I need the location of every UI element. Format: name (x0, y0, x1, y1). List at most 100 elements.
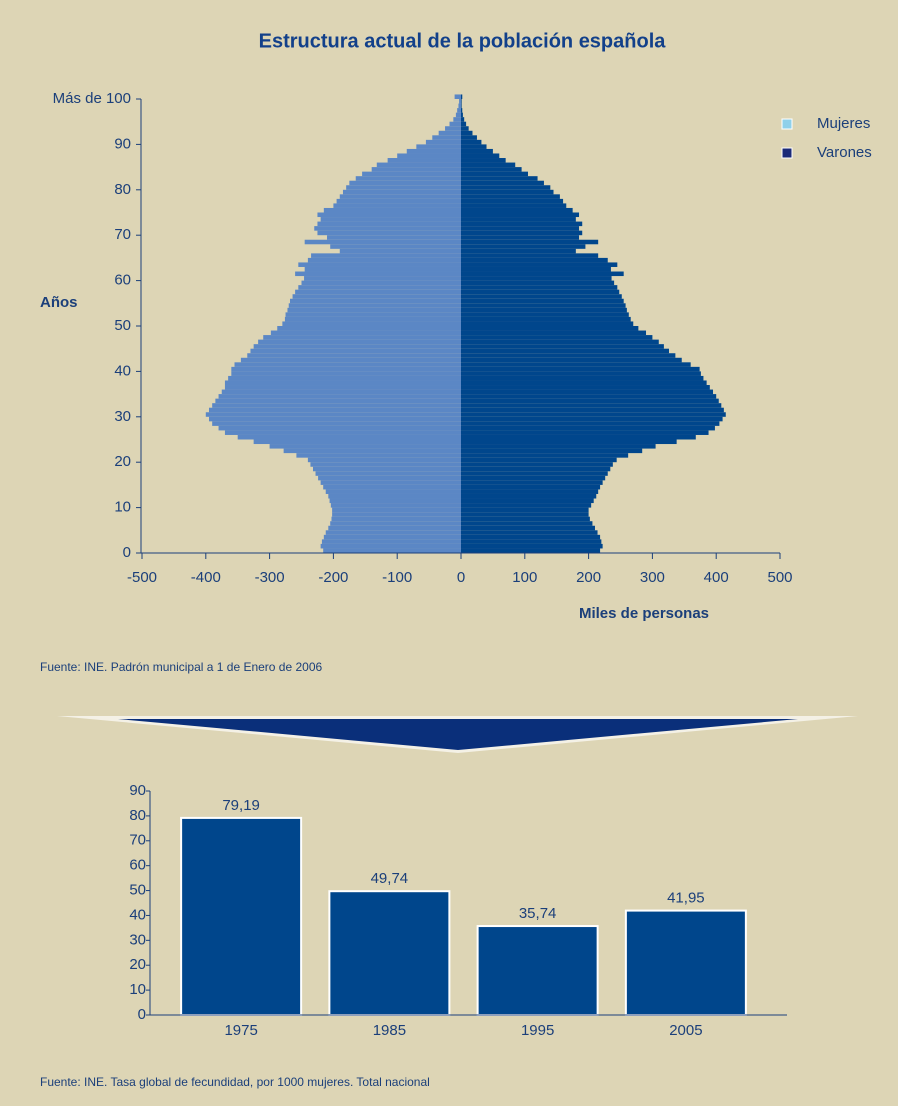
value-label: 41,95 (667, 890, 705, 907)
bar (328, 493, 461, 499)
bar (253, 439, 461, 445)
bar (461, 217, 576, 222)
bar (461, 321, 634, 326)
bar (461, 412, 726, 417)
bar (461, 244, 586, 249)
bar (218, 425, 461, 431)
bar (461, 248, 576, 254)
bar (458, 103, 461, 109)
y-tick-label: 50 (129, 882, 146, 899)
y-tick-label: 40 (114, 362, 131, 379)
bar (406, 148, 461, 154)
x-tick-label: 500 (767, 569, 792, 586)
bar (416, 144, 461, 149)
bar (461, 516, 590, 522)
bar (461, 489, 599, 494)
y-tick-label: 10 (129, 981, 146, 998)
bar (240, 357, 461, 363)
x-tick-label: -300 (255, 569, 285, 586)
bar (461, 257, 608, 263)
bar (461, 512, 589, 517)
legend-swatch (781, 118, 793, 130)
bar (461, 167, 522, 172)
x-tick-label: -200 (318, 569, 348, 586)
bar (461, 207, 573, 213)
bar (320, 480, 461, 485)
bar (461, 108, 463, 113)
bar (329, 498, 461, 504)
bar (328, 890, 451, 1016)
bar (461, 139, 482, 145)
bar (461, 271, 624, 277)
y-tick-label: 80 (129, 807, 146, 824)
bar (461, 112, 463, 118)
bar (461, 189, 554, 195)
y-tick-label: 60 (114, 272, 131, 289)
bar (461, 525, 595, 531)
bar (461, 194, 560, 199)
bar (298, 285, 461, 290)
bar (250, 348, 461, 354)
bar (461, 462, 613, 467)
bar (282, 321, 461, 326)
bar (461, 498, 594, 504)
value-label: 35,74 (519, 905, 557, 922)
value-label: 49,74 (371, 870, 409, 887)
legend-label: Mujeres (817, 115, 870, 132)
bar (454, 94, 461, 99)
x-tick-label: -500 (127, 569, 157, 586)
bar (461, 180, 544, 186)
bar (290, 298, 461, 304)
bar (461, 344, 664, 349)
bar (457, 108, 461, 113)
y-tick-label: Más de 100 (53, 90, 131, 107)
bar (331, 516, 461, 522)
x-tick-label: 0 (457, 569, 465, 586)
bar (461, 262, 618, 267)
bar (461, 198, 564, 204)
y-tick-label: 90 (129, 782, 146, 799)
bar (376, 162, 461, 168)
bar (288, 303, 461, 308)
bar (325, 489, 461, 494)
x-tick-label: 1985 (373, 1022, 406, 1039)
bar (330, 503, 461, 508)
bar (461, 203, 567, 208)
x-tick-label: -100 (382, 569, 412, 586)
bar (461, 94, 463, 99)
y-tick-label: 50 (114, 317, 131, 334)
bar (270, 330, 461, 336)
bar (253, 344, 461, 349)
bar (461, 385, 710, 390)
bar (461, 503, 592, 508)
bar (461, 126, 469, 131)
bar (461, 312, 629, 317)
bar (231, 366, 461, 372)
bar (205, 412, 461, 417)
bar (269, 444, 461, 449)
y-tick-label: 70 (129, 832, 146, 849)
bar (461, 212, 580, 218)
bar (461, 425, 715, 431)
bar (461, 117, 465, 122)
y-tick-label: 60 (129, 857, 146, 874)
bar (624, 909, 747, 1017)
bar (461, 480, 603, 485)
y-tick-label: 70 (114, 226, 131, 243)
bar (461, 362, 691, 367)
bar (461, 416, 723, 422)
bar (461, 135, 477, 140)
x-tick-label: 1975 (224, 1022, 257, 1039)
bar (314, 226, 461, 231)
bar (461, 530, 598, 535)
bar (461, 298, 624, 304)
bar (296, 453, 461, 458)
bar (461, 276, 612, 281)
x-tick-label: 2005 (669, 1022, 702, 1039)
y-tick-label: 40 (129, 906, 146, 923)
bar (228, 375, 461, 381)
bar (323, 207, 461, 213)
source: Fuente: INE. Padrón municipal a 1 de Ene… (40, 660, 323, 674)
bar (301, 280, 461, 286)
bar (327, 235, 461, 240)
